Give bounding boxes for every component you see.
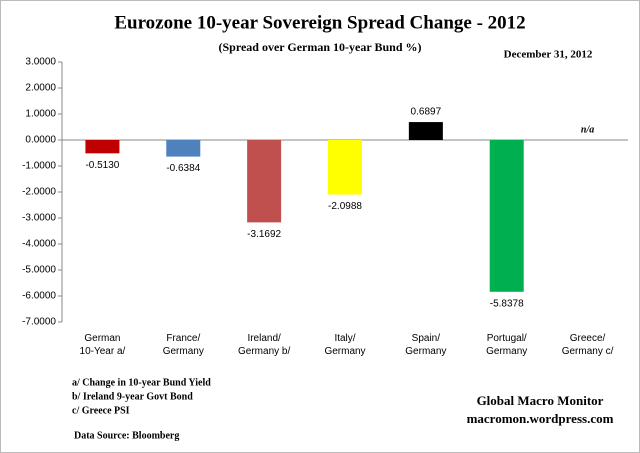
x-tick-label: France/ Germany [162,333,204,357]
chart-subtitle: (Spread over German 10-year Bund %) [219,40,422,54]
value-label: -0.5130 [85,160,119,171]
source: Data Source: Bloomberg [74,430,179,441]
chart-title: Eurozone 10-year Sovereign Spread Change… [114,12,525,33]
y-tick-label: -2.0000 [22,187,56,198]
x-tick-label: Portugal/ Germany [486,333,528,357]
date: December 31, 2012 [504,49,593,61]
bar [166,140,201,157]
footnote: b/ Ireland 9-year Govt Bond [72,391,193,402]
footnote: c/ Greece PSI [72,405,130,416]
y-tick-label: 0.0000 [25,135,56,146]
bar [247,140,282,223]
y-tick-label: -7.0000 [22,317,56,328]
y-tick-label: 2.0000 [25,83,56,94]
value-label: 0.6897 [411,107,442,118]
x-tick-label: Ireland/ Germany b/ [238,333,291,357]
credit: Global Macro Monitor [477,393,604,408]
footnote: a/ Change in 10-year Bund Yield [72,377,211,388]
y-tick-label: 3.0000 [25,57,56,68]
x-tick-label: Spain/ Germany [405,333,447,357]
bar [489,140,524,292]
bar [408,122,443,140]
x-tick-label: Italy/ Germany [324,333,366,357]
value-label: -2.0988 [328,201,362,212]
x-tick-label: Greece/ Germany c/ [561,333,614,357]
value-label: -0.6384 [166,163,200,174]
credit: macromon.wordpress.com [467,411,614,426]
y-tick-label: -3.0000 [22,213,56,224]
bar [328,140,362,195]
y-tick-label: -1.0000 [22,161,56,172]
bar [85,140,120,154]
y-tick-label: -5.0000 [22,265,56,276]
value-label: n/a [581,124,594,135]
value-label: -5.8378 [490,298,524,309]
y-tick-label: -4.0000 [22,239,56,250]
value-label: -3.1692 [247,229,281,240]
x-tick-label: German 10-Year a/ [79,333,126,357]
y-tick-label: 1.0000 [25,109,56,120]
y-tick-label: -6.0000 [22,291,56,302]
